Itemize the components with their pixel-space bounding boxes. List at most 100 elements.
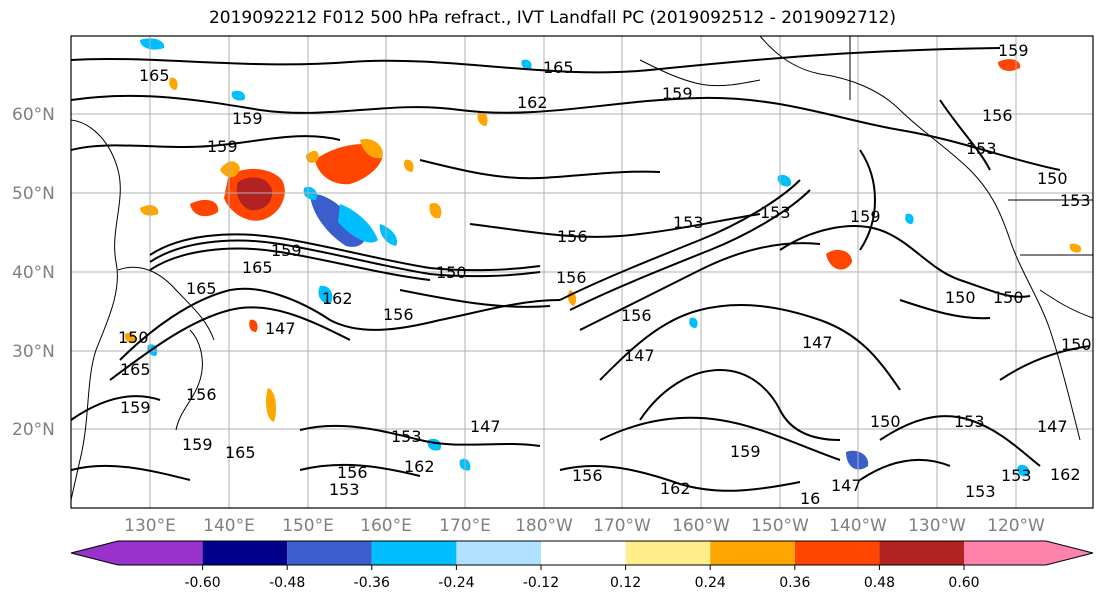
latitude-labels: 60°N 50°N 40°N 30°N 20°N [12, 105, 55, 440]
colorbar-tick-label: 0.48 [864, 575, 895, 591]
lon-label: 170°W [593, 516, 651, 536]
lat-label: 40°N [12, 263, 55, 283]
contour-label: 156 [186, 385, 217, 404]
lat-label: 50°N [12, 184, 55, 204]
map-grid [71, 36, 1093, 508]
contour-label: 159 [182, 435, 213, 454]
contour-label: 153 [954, 412, 985, 431]
contour-label: 147 [624, 346, 655, 365]
contour-label: 162 [404, 457, 435, 476]
contour-label: 159 [120, 398, 151, 417]
lon-label: 150°W [751, 516, 809, 536]
colorbar-segment [879, 541, 964, 565]
contour-label: 165 [120, 360, 151, 379]
lon-label: 120°W [987, 516, 1045, 536]
colorbar-tick-label: 0.12 [610, 575, 641, 591]
contour-label: 150 [993, 288, 1024, 307]
contour-label: 159 [271, 241, 302, 260]
contour-label: 156 [982, 106, 1013, 125]
colorbar-segment [710, 541, 795, 565]
contour-label: 165 [225, 443, 256, 462]
contour-label: 156 [337, 463, 368, 482]
lat-label: 60°N [12, 105, 55, 125]
contour-label: 156 [557, 227, 588, 246]
contour-label: 165 [543, 58, 574, 77]
contour-label: 153 [391, 427, 422, 446]
contour-label: 159 [662, 84, 693, 103]
contour-label: 153 [760, 203, 791, 222]
contour-label: 156 [556, 268, 587, 287]
lat-label: 20°N [12, 420, 55, 440]
colorbar-segment [202, 541, 288, 565]
map-title: 2019092212 F012 500 hPa refract., IVT La… [208, 8, 896, 28]
lon-label: 130°W [908, 516, 966, 536]
contour-label: 165 [242, 258, 273, 277]
contour-label: 159 [998, 41, 1029, 60]
map-frame [70, 35, 1094, 509]
contour-label: 16 [800, 489, 820, 508]
colorbar-extend-right [964, 541, 1093, 565]
contour-label: 147 [831, 476, 862, 495]
lat-label: 30°N [12, 342, 55, 362]
colorbar: -0.60 -0.48 -0.36 -0.24 -0.12 0.12 0.24 … [70, 540, 1094, 591]
contour-label: 150 [870, 412, 901, 431]
contour-label: 159 [850, 207, 881, 226]
contour-label: 150 [118, 328, 149, 347]
colorbar-segment [794, 541, 880, 565]
contour-label: 162 [660, 479, 691, 498]
contour-label: 150 [436, 263, 467, 282]
colorbar-extend-left [71, 541, 118, 565]
lon-label: 170°E [439, 516, 491, 536]
contour-label: 156 [383, 305, 414, 324]
contour-label: 147 [265, 319, 296, 338]
contour-label: 153 [1060, 191, 1091, 210]
contour-label: 150 [1061, 335, 1092, 354]
contour-label: 159 [730, 442, 761, 461]
contour-labels: 165 165 162 159 159 159 159 156 153 150 … [118, 41, 1092, 508]
colorbar-tick-label: 0.60 [948, 575, 979, 591]
contour-label: 153 [1001, 466, 1032, 485]
colorbar-segment [371, 541, 457, 565]
colorbar-segment [541, 541, 626, 565]
contour-label: 162 [1050, 465, 1081, 484]
contour-label: 147 [802, 333, 833, 352]
lon-label: 140°W [829, 516, 887, 536]
contour-label: 159 [232, 109, 263, 128]
contour-label: 165 [186, 279, 217, 298]
contour-label: 147 [1037, 417, 1068, 436]
colorbar-ticks [202, 565, 965, 570]
contour-label: 159 [207, 137, 238, 156]
colorbar-segment [118, 541, 203, 565]
refractivity-contours [71, 47, 1091, 492]
colorbar-tick-label: -0.60 [184, 575, 220, 591]
lon-label: 150°E [282, 516, 334, 536]
contour-label: 147 [470, 417, 501, 436]
colorbar-segment [456, 541, 541, 565]
colorbar-tick-label: -0.48 [269, 575, 305, 591]
colorbar-tick-label: 0.24 [695, 575, 726, 591]
contour-label: 150 [1037, 169, 1068, 188]
lon-label: 140°E [203, 516, 255, 536]
colorbar-segment [287, 541, 372, 565]
contour-label: 156 [621, 306, 652, 325]
lon-label: 130°E [124, 516, 176, 536]
contour-label: 153 [673, 213, 704, 232]
longitude-labels: 130°E 140°E 150°E 160°E 170°E 180°W 170°… [124, 516, 1045, 536]
contour-label: 162 [517, 93, 548, 112]
colorbar-tick-label: -0.36 [354, 575, 390, 591]
contour-label: 162 [322, 289, 353, 308]
contour-label: 150 [945, 288, 976, 307]
contour-label: 153 [329, 480, 360, 499]
anomaly-shading [124, 38, 1082, 477]
lon-label: 160°E [360, 516, 412, 536]
colorbar-outline [70, 540, 1094, 566]
contour-label: 156 [572, 466, 603, 485]
contour-label: 153 [966, 139, 997, 158]
colorbar-tick-label: -0.12 [523, 575, 559, 591]
colorbar-tick-label: -0.24 [438, 575, 474, 591]
colorbar-segment [625, 541, 711, 565]
coastlines [71, 36, 1093, 501]
contour-label: 165 [139, 66, 170, 85]
contour-label: 153 [965, 482, 996, 501]
